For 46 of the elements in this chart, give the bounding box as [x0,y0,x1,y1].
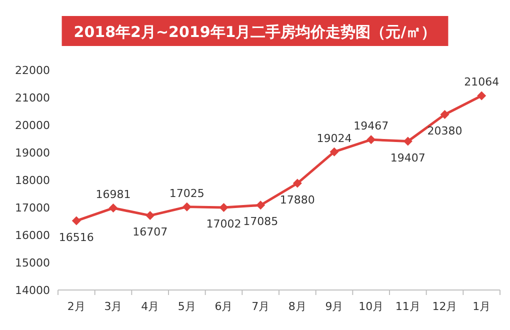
y-tick-label: 18000 [15,174,50,187]
x-tick-label: 6月 [214,300,233,313]
y-tick-label: 16000 [15,229,50,242]
data-label: 17025 [169,186,204,200]
data-label: 16707 [132,226,168,239]
point [219,202,228,212]
point [108,204,118,213]
y-tick-label: 15000 [15,256,50,270]
point [330,147,339,156]
y-tick-label: 14000 [15,284,50,297]
point [256,200,266,210]
data-label: 19407 [390,151,426,164]
point [182,202,192,212]
x-tick-label: 4月 [141,300,160,313]
x-tick-label: 5月 [178,300,196,313]
data-label: 17002 [206,217,242,230]
x-tick-label: 12月 [432,300,458,313]
x-tick-label: 9月 [325,300,344,313]
point [403,136,412,146]
y-tick-label: 20000 [15,119,50,132]
y-tick-label: 19000 [15,146,50,160]
data-label: 21064 [464,76,500,89]
x-tick-label: 11月 [395,300,420,313]
data-label: 17880 [280,193,315,206]
point [440,110,450,120]
x-tick-label: 8月 [288,300,306,313]
x-tick-label: 1月 [472,300,491,313]
data-label: 19024 [316,132,352,145]
data-label: 17085 [243,215,278,228]
data-label: 16981 [96,188,131,202]
point [477,91,486,100]
y-tick-label: 21000 [15,92,50,104]
x-tick-label: 7月 [252,300,270,313]
data-label: 20380 [427,124,462,138]
data-label: 19467 [354,120,389,133]
x-tick-label: 3月 [104,300,122,313]
x-tick-label: 10月 [358,300,384,313]
chart-title: 2018年2月~2019年1月二手房均价走势图（元/㎡） [74,23,436,41]
point [72,216,81,226]
point [366,135,376,144]
point [292,178,302,188]
data-label: 16516 [58,230,94,244]
y-tick-label: 17000 [15,202,50,214]
point [146,211,155,220]
x-tick-label: 2月 [67,300,86,313]
y-tick-label: 22000 [15,64,50,77]
